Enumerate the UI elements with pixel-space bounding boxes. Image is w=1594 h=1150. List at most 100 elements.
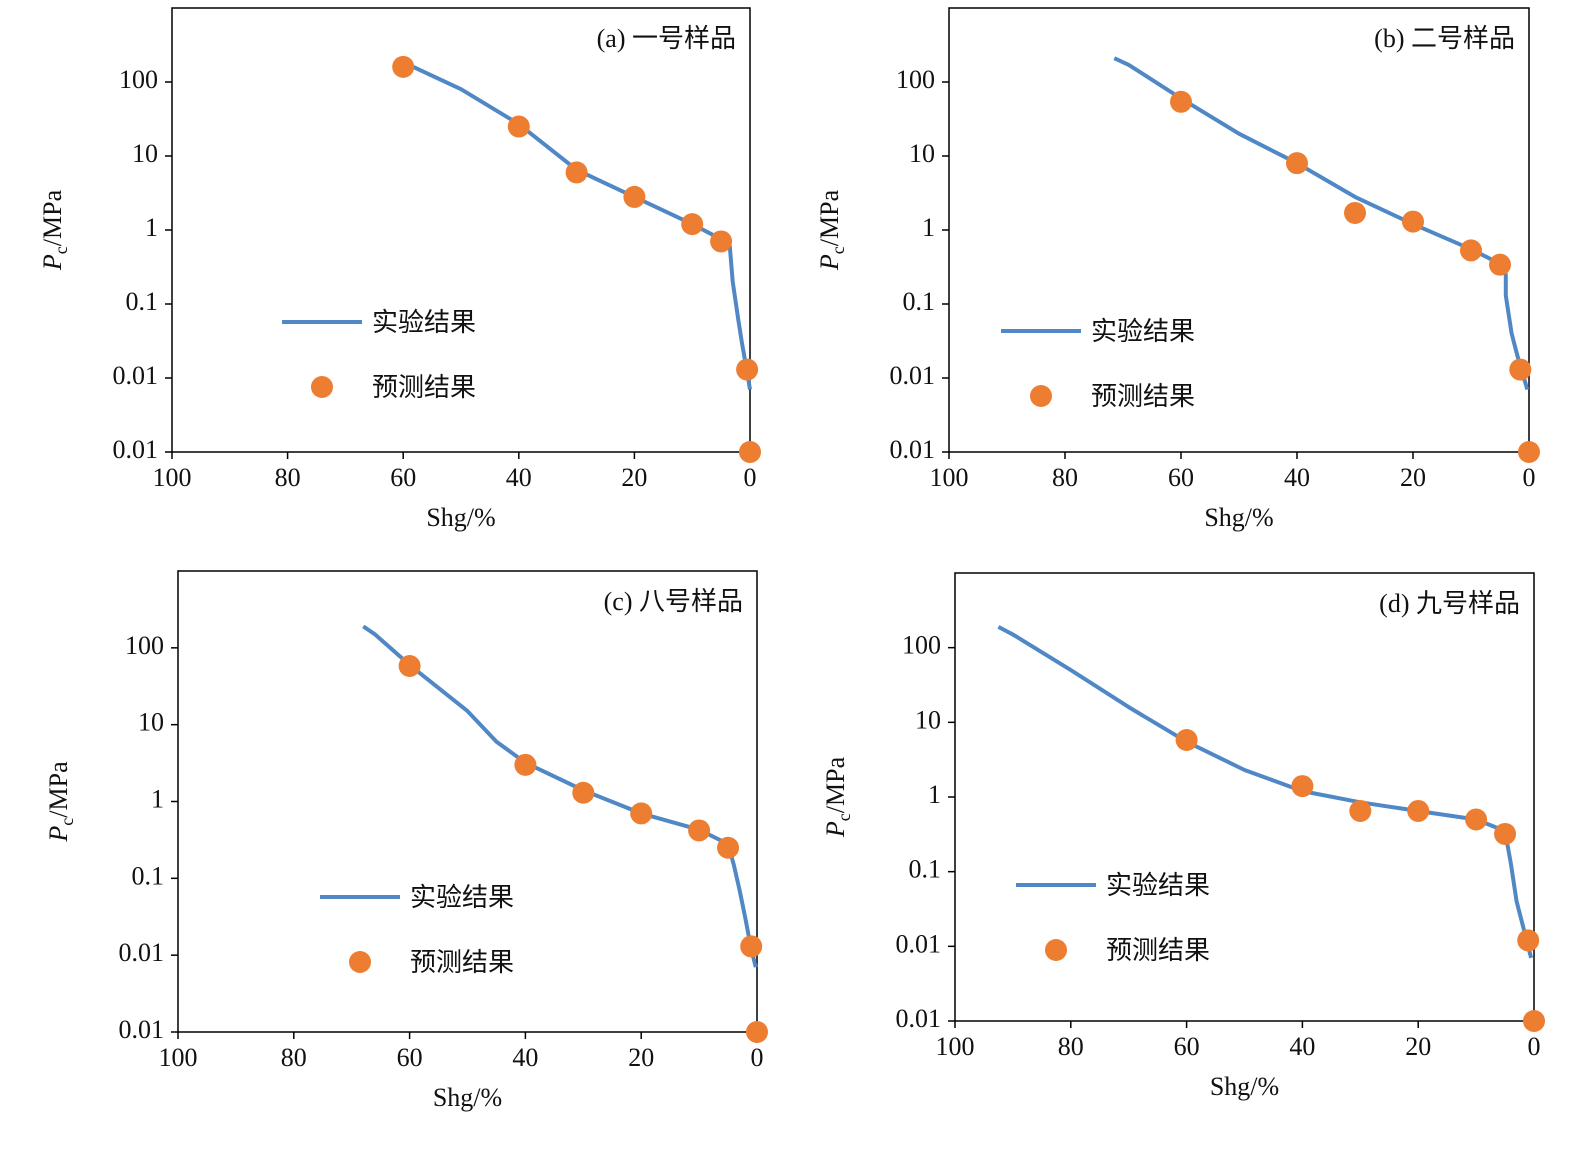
y-label-symbol: P <box>44 826 73 843</box>
data-point <box>1509 358 1532 381</box>
y-tick-label: 0.01 <box>890 435 936 464</box>
x-tick-label: 100 <box>930 463 969 492</box>
y-tick-label: 0.01 <box>896 1004 942 1033</box>
data-point <box>630 802 653 825</box>
y-tick-label: 0.1 <box>126 287 159 316</box>
data-point <box>1460 239 1482 262</box>
x-tick-label: 40 <box>506 463 532 492</box>
axes-frame <box>954 572 1535 1022</box>
x-tick-label: 100 <box>153 463 192 492</box>
y-tick-label: 0.01 <box>119 1015 165 1044</box>
x-axis-label: Shg/% <box>433 1083 502 1112</box>
legend-label: 预测结果 <box>372 373 476 402</box>
x-tick-label: 0 <box>1528 1032 1541 1061</box>
data-point <box>746 1021 768 1043</box>
data-point <box>688 819 711 842</box>
x-tick-label: 80 <box>1058 1032 1084 1061</box>
y-tick-label: 100 <box>119 65 158 94</box>
plot: 0.01 0.01 0.1 1 10 100 100 80 60 40 20 0 (b) 二号样品 Shg… <box>815 7 1540 532</box>
data-point <box>1523 1010 1545 1032</box>
x-tick-label: 60 <box>390 463 416 492</box>
x-tick-label: 0 <box>1523 463 1536 492</box>
x-tick-label: 20 <box>621 463 647 492</box>
y-label-unit: /MPa <box>38 189 67 246</box>
data-point <box>1344 201 1366 224</box>
y-tick-label: 0.01 <box>890 361 936 390</box>
y-label-symbol: P <box>38 254 67 271</box>
x-tick-label: 40 <box>512 1043 538 1072</box>
y-label-subscript: c <box>57 818 77 826</box>
y-tick-label: 1 <box>145 213 158 242</box>
legend-label: 实验结果 <box>1106 871 1210 900</box>
y-tick-label: 0.1 <box>903 287 936 316</box>
data-point <box>1286 152 1308 175</box>
legend-marker <box>1030 385 1052 407</box>
y-tick-label: 10 <box>909 139 935 168</box>
data-point <box>740 935 763 958</box>
data-point <box>1349 799 1372 822</box>
data-point <box>1465 808 1488 831</box>
x-tick-label: 20 <box>1400 463 1426 492</box>
y-axis-label: Pc/MPa <box>38 189 71 271</box>
y-tick-label: 1 <box>928 780 941 809</box>
legend-label: 预测结果 <box>1091 382 1195 411</box>
x-tick-label: 100 <box>159 1043 198 1072</box>
plot: 0.01 0.01 0.1 1 10 100 100 80 60 40 20 0 (d) 九号样品 Shg… <box>821 572 1545 1101</box>
y-axis-label: Pc/MPa <box>815 189 848 271</box>
legend-label: 预测结果 <box>1106 936 1210 965</box>
y-tick-label: 1 <box>151 784 164 813</box>
legend-marker <box>311 376 333 398</box>
x-tick-label: 60 <box>1174 1032 1200 1061</box>
legend-label: 实验结果 <box>372 308 476 337</box>
y-tick-label: 100 <box>896 65 935 94</box>
x-tick-label: 100 <box>936 1032 975 1061</box>
data-point <box>572 781 595 804</box>
x-axis-label: Shg/% <box>426 503 495 532</box>
data-point <box>681 213 704 236</box>
legend-label: 预测结果 <box>410 948 514 977</box>
data-point <box>1170 90 1192 113</box>
y-tick-label: 100 <box>902 631 941 660</box>
y-label-symbol: P <box>815 254 844 271</box>
legend-marker <box>1045 939 1067 961</box>
x-tick-label: 60 <box>397 1043 423 1072</box>
x-tick-label: 60 <box>1168 463 1194 492</box>
data-point <box>1402 210 1424 233</box>
y-label-subscript: c <box>51 246 71 254</box>
y-tick-label: 10 <box>132 139 158 168</box>
axes-frame <box>948 7 1530 453</box>
y-label-subscript: c <box>828 246 848 254</box>
panel-title: (d) 九号样品 <box>1379 589 1520 618</box>
x-tick-label: 20 <box>628 1043 654 1072</box>
data-point <box>1494 822 1517 845</box>
y-axis-label: Pc/MPa <box>44 761 77 843</box>
data-point <box>736 358 759 381</box>
data-point <box>1518 441 1540 463</box>
y-tick-label: 1 <box>922 213 935 242</box>
data-line <box>362 624 758 968</box>
y-tick-label: 0.1 <box>909 855 942 884</box>
x-tick-label: 40 <box>1289 1032 1315 1061</box>
legend-label: 实验结果 <box>1091 317 1195 346</box>
y-tick-label: 0.01 <box>113 361 159 390</box>
data-point <box>392 55 415 78</box>
y-tick-label: 100 <box>125 631 164 660</box>
y-tick-label: 0.01 <box>113 435 159 464</box>
plot: 0.01 0.01 0.1 1 10 100 100 80 60 40 20 0 (a) 一号样品 Shg… <box>38 7 761 532</box>
legend-marker <box>349 951 371 973</box>
panel-title: (c) 八号样品 <box>604 587 743 616</box>
data-point <box>739 441 761 463</box>
x-tick-label: 80 <box>281 1043 307 1072</box>
legend-label: 实验结果 <box>410 883 514 912</box>
y-tick-label: 0.01 <box>896 929 942 958</box>
x-tick-label: 20 <box>1405 1032 1431 1061</box>
data-point <box>514 753 537 776</box>
data-point <box>398 655 421 678</box>
y-label-unit: /MPa <box>44 761 73 818</box>
data-point <box>565 161 588 184</box>
data-point <box>1489 253 1511 276</box>
y-label-unit: /MPa <box>821 756 850 813</box>
y-tick-label: 10 <box>138 708 164 737</box>
panel-title: (a) 一号样品 <box>597 24 736 53</box>
